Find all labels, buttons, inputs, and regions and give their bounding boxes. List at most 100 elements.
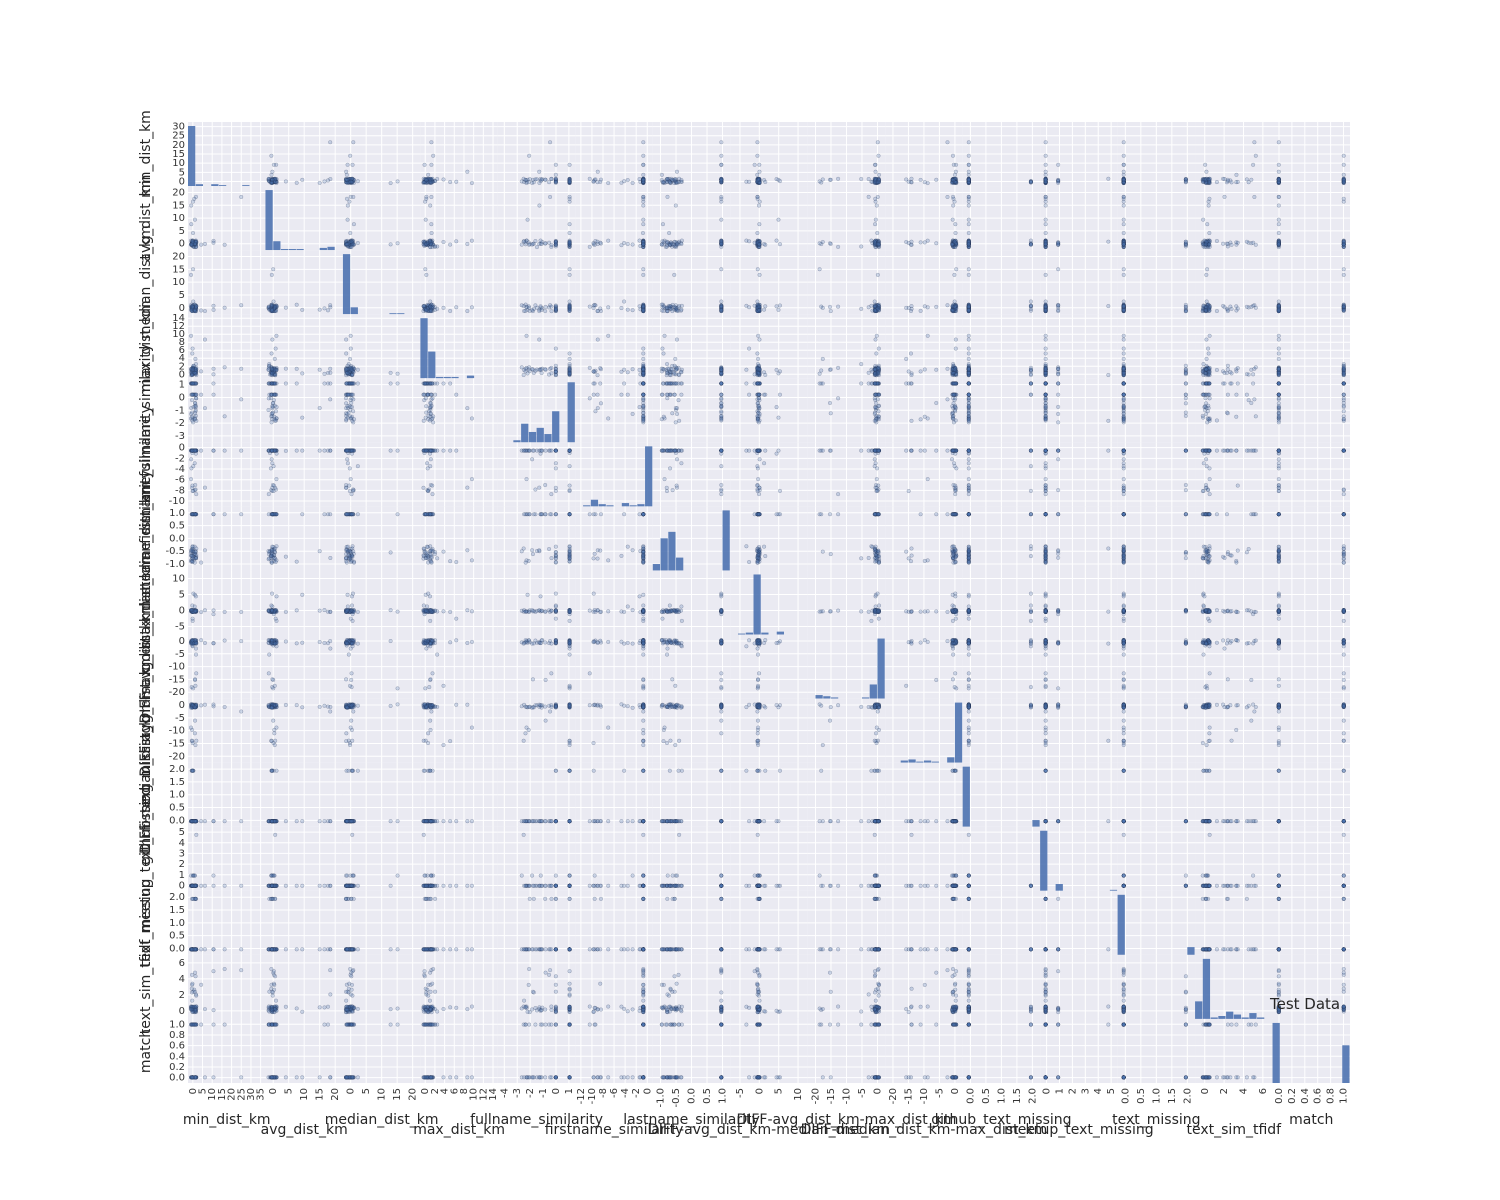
scatter-point xyxy=(1043,370,1048,376)
scatter-point xyxy=(344,172,349,177)
scatter-point xyxy=(1276,242,1281,247)
scatter-point xyxy=(598,240,603,245)
scatter-point xyxy=(755,140,760,145)
scatter-point xyxy=(1207,178,1212,183)
scatter-point xyxy=(538,238,543,243)
scatter-point xyxy=(199,308,204,313)
scatter-point xyxy=(567,222,572,227)
scatter-point xyxy=(1043,217,1048,222)
scatter-point xyxy=(429,222,434,227)
scatter-point xyxy=(283,366,288,371)
scatter-point xyxy=(1244,304,1249,309)
scatter-point xyxy=(530,180,535,185)
scatter-point xyxy=(348,356,353,361)
scatter-point xyxy=(909,239,914,244)
scatter-point xyxy=(534,245,540,250)
scatter-point xyxy=(872,180,877,185)
scatter-point xyxy=(553,179,558,185)
histogram-bar xyxy=(327,246,335,251)
scatter-point xyxy=(659,242,664,247)
scatter-point xyxy=(1043,196,1048,201)
scatter-point xyxy=(966,356,971,361)
scatter-point xyxy=(876,346,881,351)
scatter-point xyxy=(266,407,271,413)
scatter-point xyxy=(1121,180,1126,185)
scatter-point xyxy=(966,169,971,174)
panel-min_dist_km-vs-fullname_similarity xyxy=(497,122,576,187)
scatter-point xyxy=(966,308,971,313)
scatter-point xyxy=(1225,367,1230,372)
scatter-point xyxy=(966,272,971,277)
scatter-point xyxy=(567,239,572,244)
panel-min_dist_km-vs-firstname_similarity xyxy=(575,122,653,187)
scatter-point xyxy=(966,370,971,376)
scatter-point xyxy=(192,307,197,313)
scatter-point xyxy=(1276,346,1281,351)
scatter-point xyxy=(966,180,971,185)
scatter-point xyxy=(553,242,558,247)
scatter-point xyxy=(273,176,278,181)
panel-avg_dist_km-vs-min_dist_km xyxy=(188,186,266,251)
scatter-point xyxy=(1204,272,1209,277)
scatter-point xyxy=(763,372,768,377)
scatter-point xyxy=(719,267,724,272)
scatter-point xyxy=(777,303,783,308)
histogram-bar xyxy=(342,254,351,315)
scatter-point xyxy=(543,304,548,309)
scatter-point xyxy=(199,242,204,247)
scatter-point xyxy=(271,176,277,182)
panel-avg_dist_km-vs-meetup_text_missing xyxy=(1040,186,1118,251)
scatter-point xyxy=(523,177,528,183)
scatter-point xyxy=(661,308,666,314)
scatter-point xyxy=(674,337,680,342)
scatter-point xyxy=(266,176,271,181)
scatter-point xyxy=(395,371,400,376)
scatter-point xyxy=(274,333,279,338)
scatter-point xyxy=(435,176,440,182)
scatter-point xyxy=(1028,242,1033,247)
scatter-point xyxy=(1276,230,1281,236)
scatter-point xyxy=(934,177,939,182)
scatter-point xyxy=(274,180,279,186)
scatter-point xyxy=(873,196,878,201)
scatter-point xyxy=(625,241,630,247)
scatter-point xyxy=(641,172,646,177)
scatter-point xyxy=(345,177,350,182)
scatter-point xyxy=(1225,363,1230,368)
scatter-point xyxy=(448,242,453,247)
scatter-point xyxy=(328,176,333,182)
scatter-point xyxy=(757,169,762,174)
scatter-point xyxy=(762,307,767,312)
scatter-point xyxy=(426,172,431,177)
scatter-point xyxy=(1204,308,1209,313)
histogram-bar xyxy=(296,249,304,251)
scatter-point xyxy=(606,180,611,186)
scatter-point xyxy=(1341,162,1346,167)
scatter-point xyxy=(441,177,446,182)
scatter-point xyxy=(270,337,275,342)
scatter-point xyxy=(595,337,600,342)
scatter-point xyxy=(598,306,603,311)
scatter-point xyxy=(553,304,558,309)
scatter-point xyxy=(630,242,635,247)
scatter-point xyxy=(953,222,958,227)
scatter-point xyxy=(344,337,349,342)
scatter-point xyxy=(1043,169,1048,174)
panel-avg_dist_km-vs-firstname_similarity xyxy=(575,186,653,251)
scatter-point xyxy=(1028,304,1033,309)
scatter-point xyxy=(351,194,356,200)
scatter-point xyxy=(641,370,646,376)
panel-fullname_similarity-vs-median_dist_km xyxy=(342,378,421,443)
panel-min_dist_km-vs-min_dist_km xyxy=(188,122,266,187)
scatter-point xyxy=(1121,169,1126,174)
scatter-point xyxy=(322,381,327,386)
scatter-point xyxy=(1056,267,1061,272)
scatter-point xyxy=(1183,367,1188,372)
scatter-point xyxy=(274,405,279,410)
scatter-point xyxy=(1121,337,1126,342)
scatter-point xyxy=(349,244,354,249)
scatter-point xyxy=(273,179,278,184)
scatter-point xyxy=(270,179,275,184)
scatter-point xyxy=(325,381,331,386)
scatter-point xyxy=(429,140,434,145)
